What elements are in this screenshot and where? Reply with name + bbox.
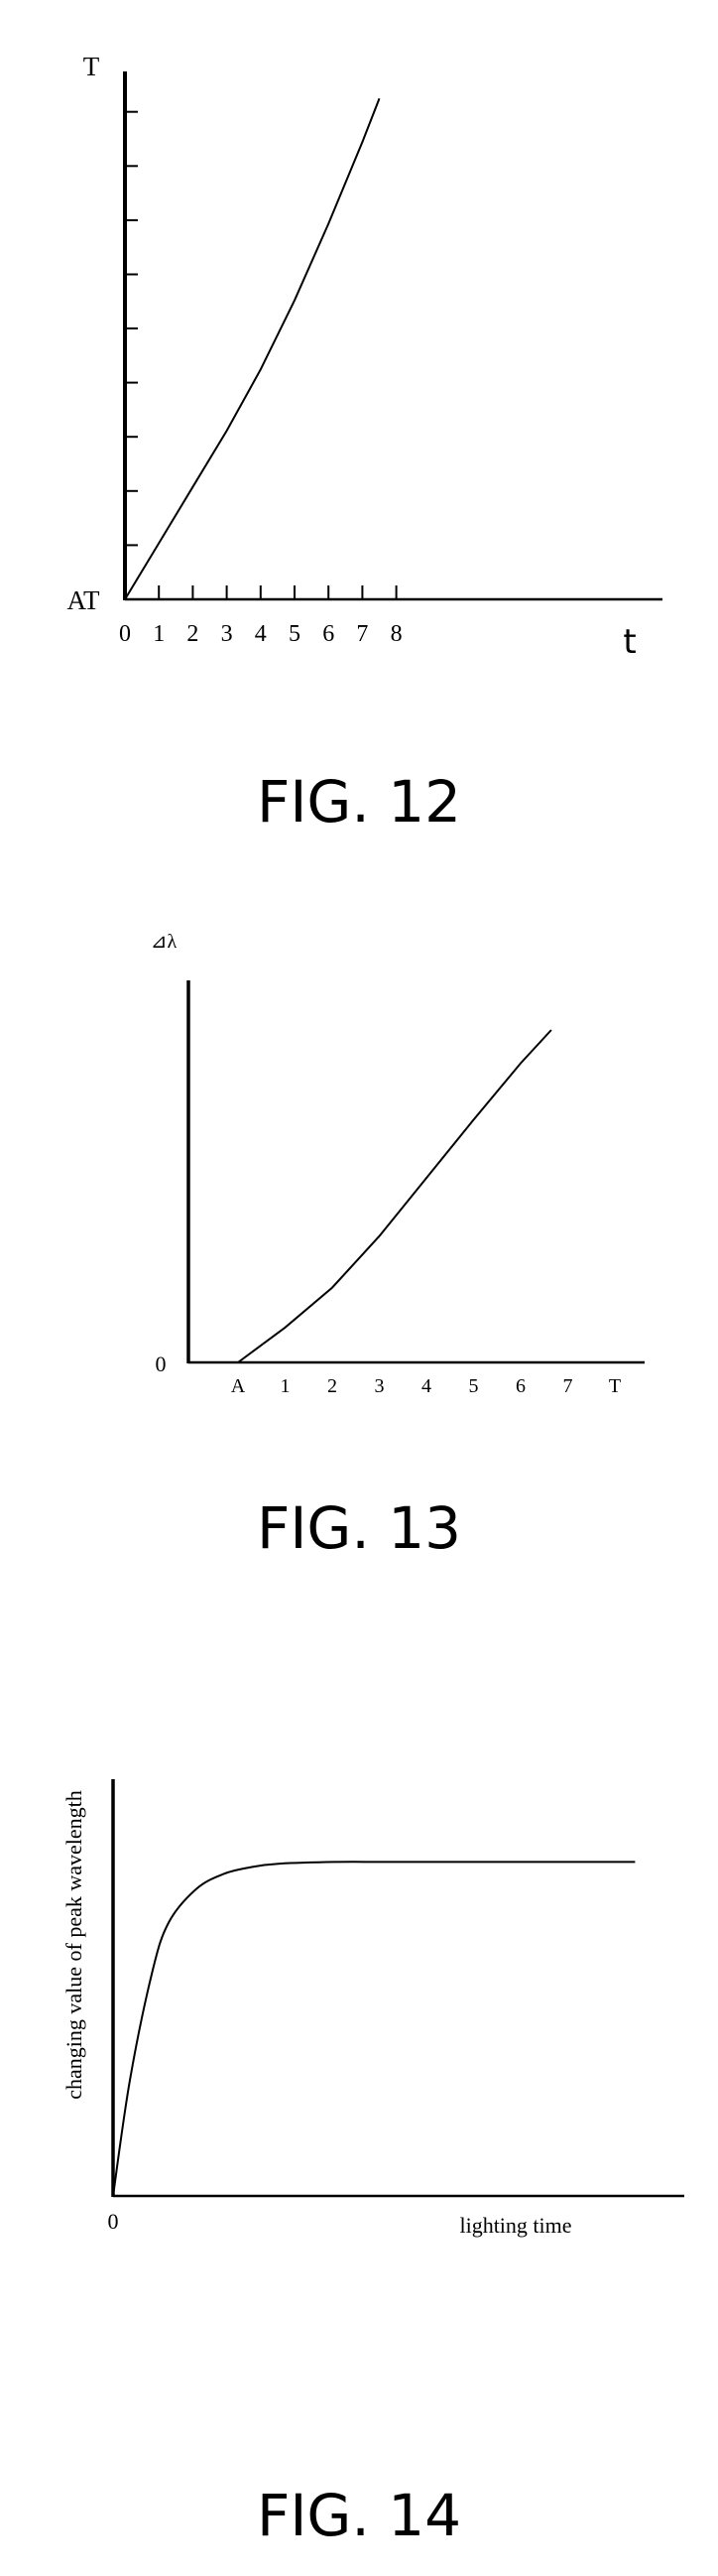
origin-label: 0 (108, 2209, 119, 2234)
series-line (125, 98, 380, 599)
series-line (113, 1862, 635, 2196)
x-tick-labels: A 1 2 3 4 5 6 7 T (231, 1375, 621, 1397)
y-axis-label: ⊿λ (151, 931, 178, 953)
x-tick-label: 4 (421, 1375, 431, 1397)
figure-label: FIG. 14 (257, 2482, 461, 2549)
x-tick-label: 6 (322, 621, 334, 647)
x-tick-label: 2 (327, 1375, 337, 1397)
x-tick-label: 0 (119, 621, 131, 647)
series-line (238, 1030, 551, 1362)
chart-fig-12: 012345678 T AT t FIG. 12 (67, 52, 663, 836)
x-tick-label: 6 (516, 1375, 526, 1397)
x-tick-labels: 012345678 (119, 621, 403, 647)
x-tick-label: 7 (563, 1375, 573, 1397)
x-tick-label: 3 (375, 1375, 385, 1397)
y-axis-label: changing value of peak wavelength (61, 1790, 86, 2100)
x-tick-label: 4 (255, 621, 267, 647)
chart-fig-14: changing value of peak wavelength 0 ligh… (61, 1779, 684, 2549)
x-axis-label: lighting time (459, 2213, 571, 2238)
x-axis-label: t (623, 622, 636, 662)
x-tick-label: 2 (186, 621, 198, 647)
x-tick-label: A (231, 1375, 246, 1397)
x-tick-label: 3 (221, 621, 233, 647)
y-axis-label: T (83, 52, 100, 81)
x-tick-label: 1 (153, 621, 165, 647)
x-ticks (159, 585, 396, 599)
x-tick-label: 8 (391, 621, 403, 647)
x-tick-label: 5 (469, 1375, 479, 1397)
x-tick-label: 5 (289, 621, 300, 647)
x-tick-label: 7 (356, 621, 368, 647)
chart-fig-13: A 1 2 3 4 5 6 7 T ⊿λ 0 FIG. 13 (151, 931, 645, 1562)
figure-label: FIG. 12 (257, 768, 461, 836)
x-tick-label: 1 (281, 1375, 291, 1397)
x-tick-label: T (609, 1375, 621, 1397)
origin-label: AT (67, 585, 101, 615)
figure-label: FIG. 13 (257, 1494, 461, 1562)
origin-label: 0 (156, 1352, 167, 1376)
